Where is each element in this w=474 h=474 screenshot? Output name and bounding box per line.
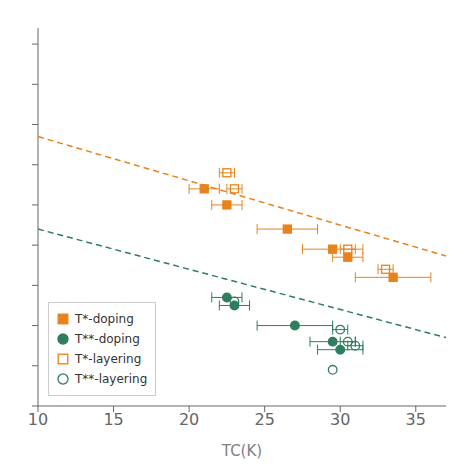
- svg-text:25: 25: [254, 410, 274, 429]
- html-text:T*-doping: T*-doping: [75, 312, 134, 326]
- html-text:T**-layering: T**-layering: [75, 372, 148, 386]
- svg-text:15: 15: [103, 410, 123, 429]
- html-text:T**-doping: T**-doping: [75, 332, 140, 346]
- svg-text:35: 35: [406, 410, 426, 429]
- html-text:T*-layering: T*-layering: [75, 352, 142, 366]
- svg-text:TC(K): TC(K): [221, 442, 262, 460]
- svg-text:30: 30: [330, 410, 350, 429]
- svg-text:20: 20: [179, 410, 199, 429]
- svg-text:10: 10: [28, 410, 48, 429]
